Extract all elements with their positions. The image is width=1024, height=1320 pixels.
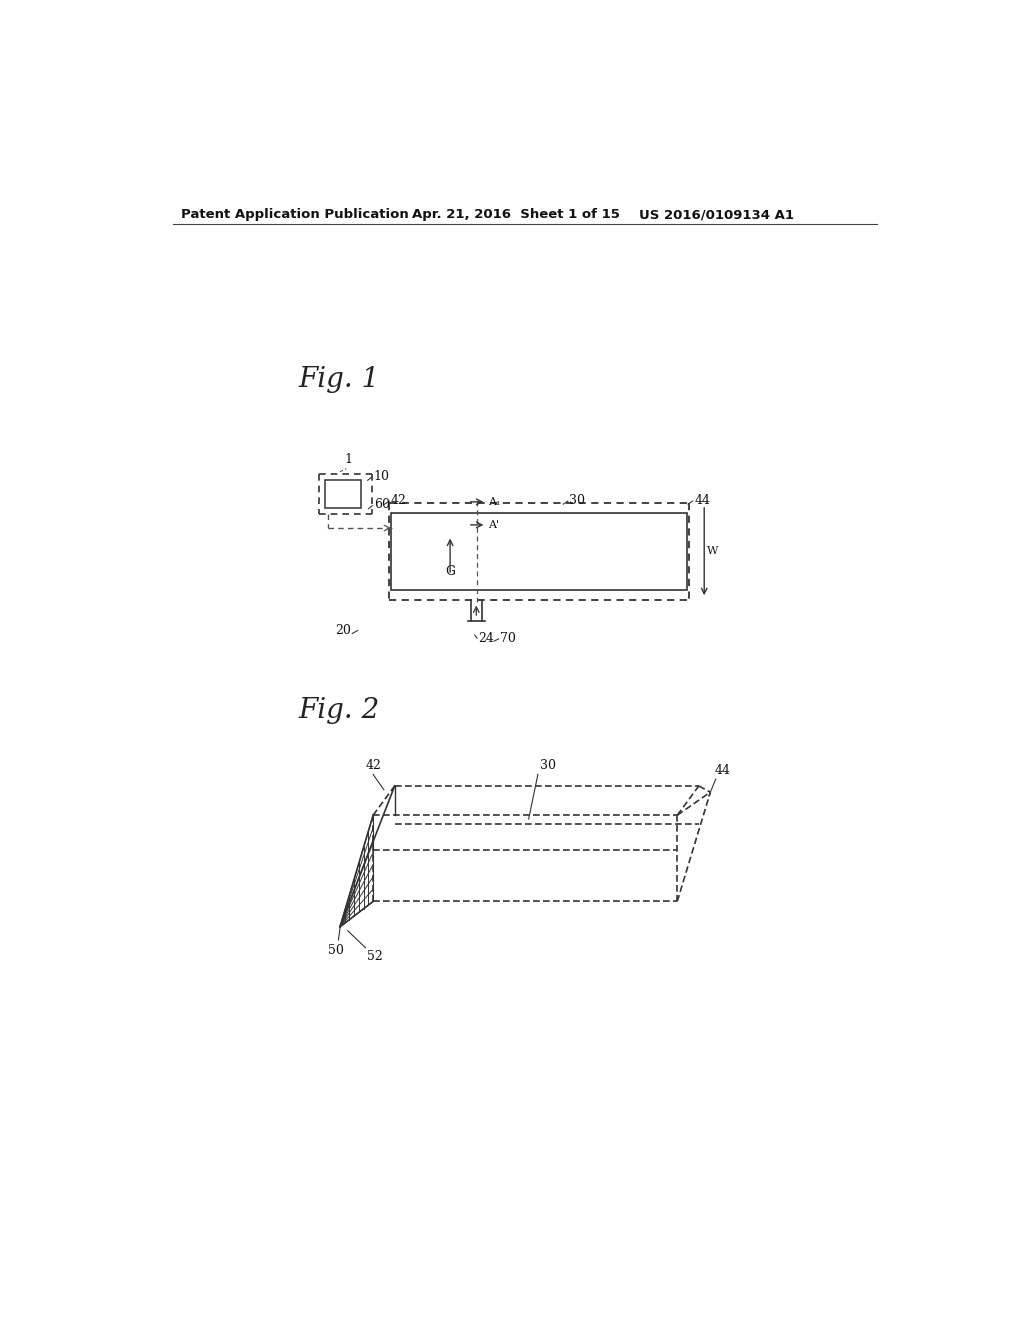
Text: 1: 1 <box>345 453 352 466</box>
Text: 42: 42 <box>391 494 407 507</box>
Text: 60: 60 <box>374 499 390 511</box>
Text: US 2016/0109134 A1: US 2016/0109134 A1 <box>639 209 794 222</box>
Text: 44: 44 <box>714 764 730 776</box>
Text: A': A' <box>487 520 499 529</box>
Bar <box>391 512 686 590</box>
Text: Fig. 2: Fig. 2 <box>298 697 380 725</box>
Text: Fig. 1: Fig. 1 <box>298 367 380 393</box>
Text: W: W <box>708 546 719 556</box>
Text: Patent Application Publication: Patent Application Publication <box>180 209 409 222</box>
Text: 24: 24 <box>478 631 494 644</box>
Text: Apr. 21, 2016  Sheet 1 of 15: Apr. 21, 2016 Sheet 1 of 15 <box>412 209 620 222</box>
Text: A₁: A₁ <box>487 496 500 507</box>
Text: G: G <box>445 565 455 578</box>
Text: 42: 42 <box>366 759 381 772</box>
Bar <box>326 480 360 508</box>
Text: 30: 30 <box>569 494 586 507</box>
Text: 20: 20 <box>335 624 351 638</box>
Text: 44: 44 <box>694 494 711 507</box>
Text: 70: 70 <box>500 631 516 644</box>
Text: 50: 50 <box>329 944 344 957</box>
Text: 30: 30 <box>541 759 556 772</box>
Text: 52: 52 <box>367 950 383 964</box>
Text: 10: 10 <box>373 470 389 483</box>
